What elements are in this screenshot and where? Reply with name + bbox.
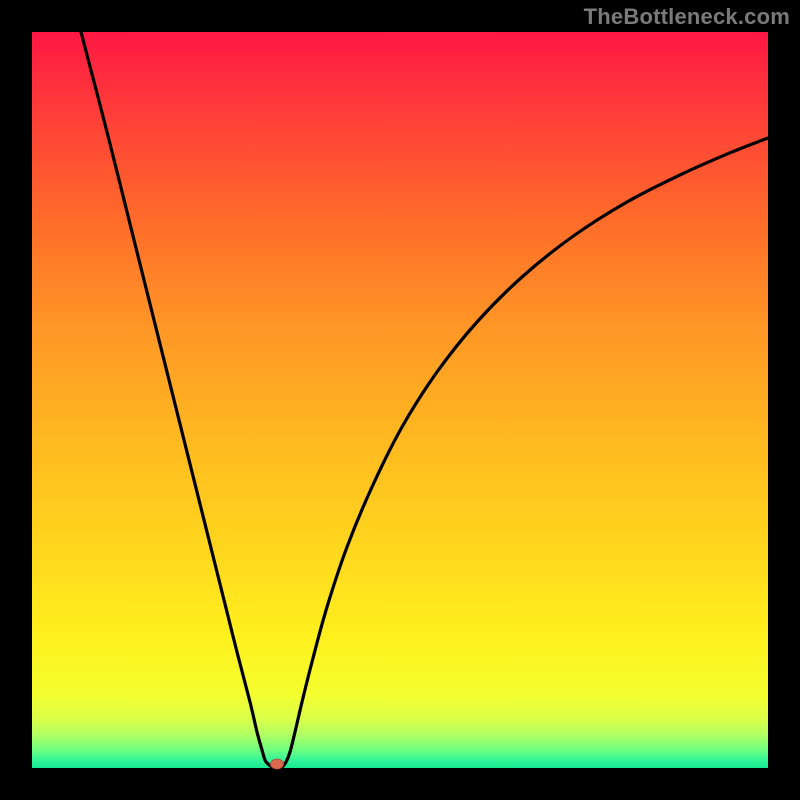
watermark-text: TheBottleneck.com: [584, 4, 790, 30]
chart-curve-layer: [32, 32, 768, 768]
bottleneck-curve: [81, 32, 768, 768]
chart-plot-area: [32, 32, 768, 768]
minimum-marker: [271, 759, 284, 769]
